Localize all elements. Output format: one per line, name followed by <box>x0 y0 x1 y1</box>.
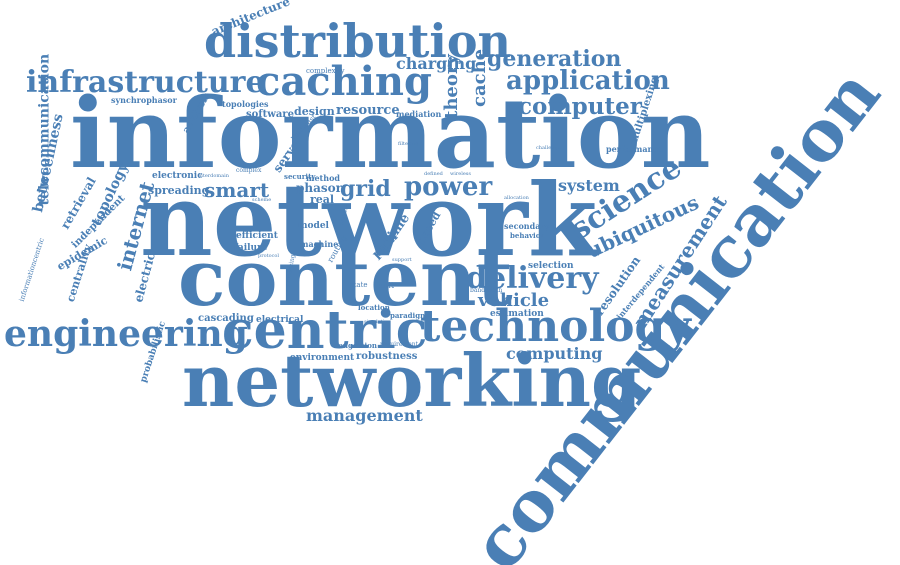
word-wireless: wireless <box>450 171 471 177</box>
word-grid: grid <box>340 176 391 202</box>
word-engineering: engineering <box>4 313 248 355</box>
word-centric: centric <box>222 300 428 361</box>
word-computer: computer <box>518 93 642 120</box>
word-networking: networking <box>182 338 642 423</box>
word-computing: computing <box>506 344 603 363</box>
word-estimation: estimation <box>490 309 544 319</box>
word-unit: unit <box>378 281 395 290</box>
word-vehicle: vehicle <box>478 290 550 311</box>
word-infrastructure: infrastructure <box>26 65 265 100</box>
word-distribution: distribution <box>204 14 511 68</box>
word-failure: failure <box>234 243 268 253</box>
word-efficient: efficient <box>236 231 278 241</box>
word-requirement: requirement <box>380 341 418 348</box>
word-complexity: complexity <box>306 67 345 75</box>
word-informationcentric: informationcentric <box>17 236 46 303</box>
word-design: design <box>294 105 335 118</box>
word-network: network <box>140 161 598 279</box>
word-allocation: allocation <box>504 195 529 201</box>
word-delivery: delivery <box>466 261 599 296</box>
word-information: information <box>70 77 711 190</box>
word-synchrophasor: synchrophasor <box>111 95 177 105</box>
word-simulation: simulation <box>364 319 391 325</box>
word-challenge: challenge <box>536 145 561 151</box>
word-electrical: electrical <box>256 315 304 325</box>
word-management: management <box>306 406 423 425</box>
word-system: system <box>558 176 620 195</box>
word-resource: resource <box>336 103 400 118</box>
word-real: real <box>310 193 335 206</box>
word-bandwidth: bandwidth <box>470 287 503 294</box>
word-caching: caching <box>256 58 432 105</box>
word-performance: performance <box>606 144 664 154</box>
word-theory: theory <box>441 54 462 119</box>
word-generation: generation <box>487 46 622 72</box>
word-power: power <box>404 172 493 202</box>
word-location: location <box>358 303 390 312</box>
word-machine: machine <box>300 239 339 249</box>
word-application: application <box>506 66 670 96</box>
word-environment: environment <box>290 353 355 363</box>
word-smart: smart <box>204 178 270 202</box>
word-paradigm: paradigm <box>390 311 428 320</box>
word-selection: selection <box>528 261 574 271</box>
word-software: software <box>246 109 294 120</box>
word-technology: technology <box>420 301 691 352</box>
word-security: security <box>284 172 316 181</box>
word-model: model <box>298 221 329 231</box>
word-support: support <box>392 257 412 263</box>
word-defined: defined <box>424 171 443 177</box>
word-behavior: behavior <box>510 231 545 240</box>
word-congestion: congestion <box>334 341 377 350</box>
word-scheme: scheme <box>252 197 272 203</box>
word-cascading: cascading <box>198 313 254 324</box>
word-robustness: robustness <box>356 351 418 362</box>
word-topologies: topologies <box>222 99 269 109</box>
word-mediation: mediation <box>396 109 442 119</box>
word-content: content <box>178 233 513 324</box>
word-state: state <box>350 281 368 289</box>
word-phasor: phasor <box>296 181 342 195</box>
word-protocol: protocol <box>258 253 280 259</box>
word-cache: cache <box>469 48 490 107</box>
word-charging: charging <box>396 54 477 73</box>
word-filtering: filtering <box>398 141 419 147</box>
word-interdomain: interdomain <box>198 173 229 179</box>
word-complex: complex <box>236 167 262 174</box>
word-secondary: secondary <box>504 221 550 231</box>
word-electronic: electronic <box>152 171 203 181</box>
word-method: method <box>306 173 340 183</box>
word-spreading: spreading <box>148 184 210 197</box>
